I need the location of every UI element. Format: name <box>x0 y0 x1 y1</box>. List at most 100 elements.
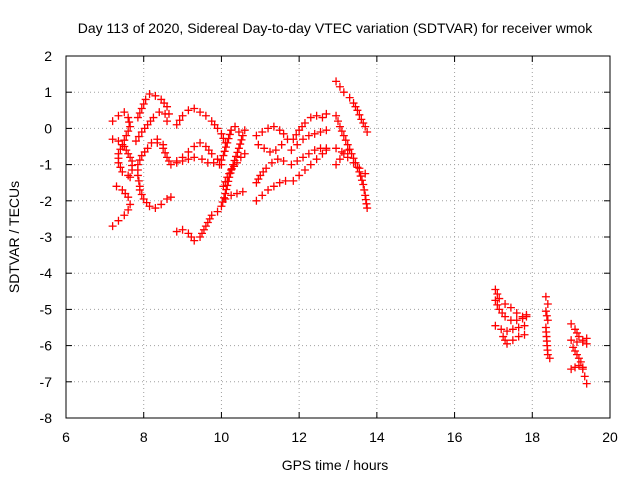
data-point <box>207 149 216 158</box>
data-point <box>275 126 284 135</box>
data-point <box>520 330 529 339</box>
data-point <box>318 113 327 122</box>
data-point <box>316 128 325 137</box>
data-point <box>120 136 129 145</box>
data-point <box>279 129 288 138</box>
data-point <box>277 140 286 149</box>
data-point <box>351 102 360 111</box>
data-point <box>233 148 242 157</box>
data-point <box>512 316 521 325</box>
data-point <box>151 91 160 100</box>
data-point <box>199 225 208 234</box>
data-point <box>124 171 133 180</box>
data-point <box>322 109 331 118</box>
data-point <box>116 145 125 154</box>
x-tick-label: 16 <box>447 429 463 445</box>
y-tick-label: -1 <box>40 157 53 173</box>
data-point <box>120 108 129 117</box>
data-point <box>260 144 269 153</box>
data-point <box>143 144 152 153</box>
data-point <box>220 147 229 156</box>
data-point <box>335 155 344 164</box>
data-point <box>508 336 517 345</box>
data-point <box>196 108 205 117</box>
data-point <box>134 176 143 185</box>
data-point <box>541 307 550 316</box>
data-point <box>501 312 510 321</box>
data-point <box>252 131 261 140</box>
data-point <box>279 156 288 165</box>
data-point <box>258 191 267 200</box>
data-point <box>271 146 280 155</box>
data-point <box>234 128 243 137</box>
data-point <box>287 160 296 169</box>
data-point <box>574 332 583 341</box>
data-point <box>220 193 229 202</box>
data-point <box>178 225 187 234</box>
data-point <box>495 294 504 303</box>
grid-lines <box>66 56 610 418</box>
x-tick-label: 20 <box>602 429 618 445</box>
data-point <box>264 124 273 133</box>
data-point <box>201 222 210 231</box>
data-point <box>124 205 133 214</box>
data-point <box>304 131 313 140</box>
data-point <box>122 146 131 155</box>
data-point <box>114 216 123 225</box>
data-point <box>493 300 502 309</box>
data-point <box>322 126 331 135</box>
data-point <box>126 173 135 182</box>
data-point <box>116 163 125 172</box>
data-point <box>145 202 154 211</box>
data-point <box>135 185 144 194</box>
data-point <box>361 122 370 131</box>
data-point <box>339 149 348 158</box>
data-point <box>353 106 362 115</box>
data-point <box>196 138 205 147</box>
data-point <box>153 138 162 147</box>
data-point <box>574 354 583 363</box>
data-point <box>229 160 238 169</box>
data-point <box>353 163 362 172</box>
data-point <box>357 115 366 124</box>
data-point <box>172 120 181 129</box>
data-point <box>252 178 261 187</box>
data-point <box>491 285 500 294</box>
data-point <box>337 127 346 136</box>
data-point <box>124 149 133 158</box>
data-point <box>293 140 302 149</box>
data-point <box>145 90 154 99</box>
data-point <box>567 365 576 374</box>
data-point <box>221 143 230 152</box>
data-point <box>201 111 210 120</box>
data-point <box>240 126 249 135</box>
data-point <box>347 149 356 158</box>
data-point <box>497 325 506 334</box>
data-point <box>576 357 585 366</box>
data-point <box>582 379 591 388</box>
data-point <box>221 177 230 186</box>
data-point <box>512 309 521 318</box>
data-point <box>151 204 160 213</box>
data-point <box>223 181 232 190</box>
data-point <box>122 131 131 140</box>
data-point <box>126 200 135 209</box>
data-point <box>159 144 168 153</box>
data-point <box>543 316 552 325</box>
data-point <box>209 158 218 167</box>
data-point <box>207 211 216 220</box>
data-point <box>520 321 529 330</box>
data-point <box>225 169 234 178</box>
data-point <box>357 176 366 185</box>
data-point <box>571 347 580 356</box>
data-point <box>238 131 247 140</box>
data-point <box>118 140 127 149</box>
data-point <box>292 130 301 139</box>
data-point <box>491 296 500 305</box>
data-point <box>213 207 222 216</box>
data-point <box>289 135 298 144</box>
data-point <box>571 363 580 372</box>
y-tick-label: 1 <box>44 84 52 100</box>
data-point <box>139 99 148 108</box>
